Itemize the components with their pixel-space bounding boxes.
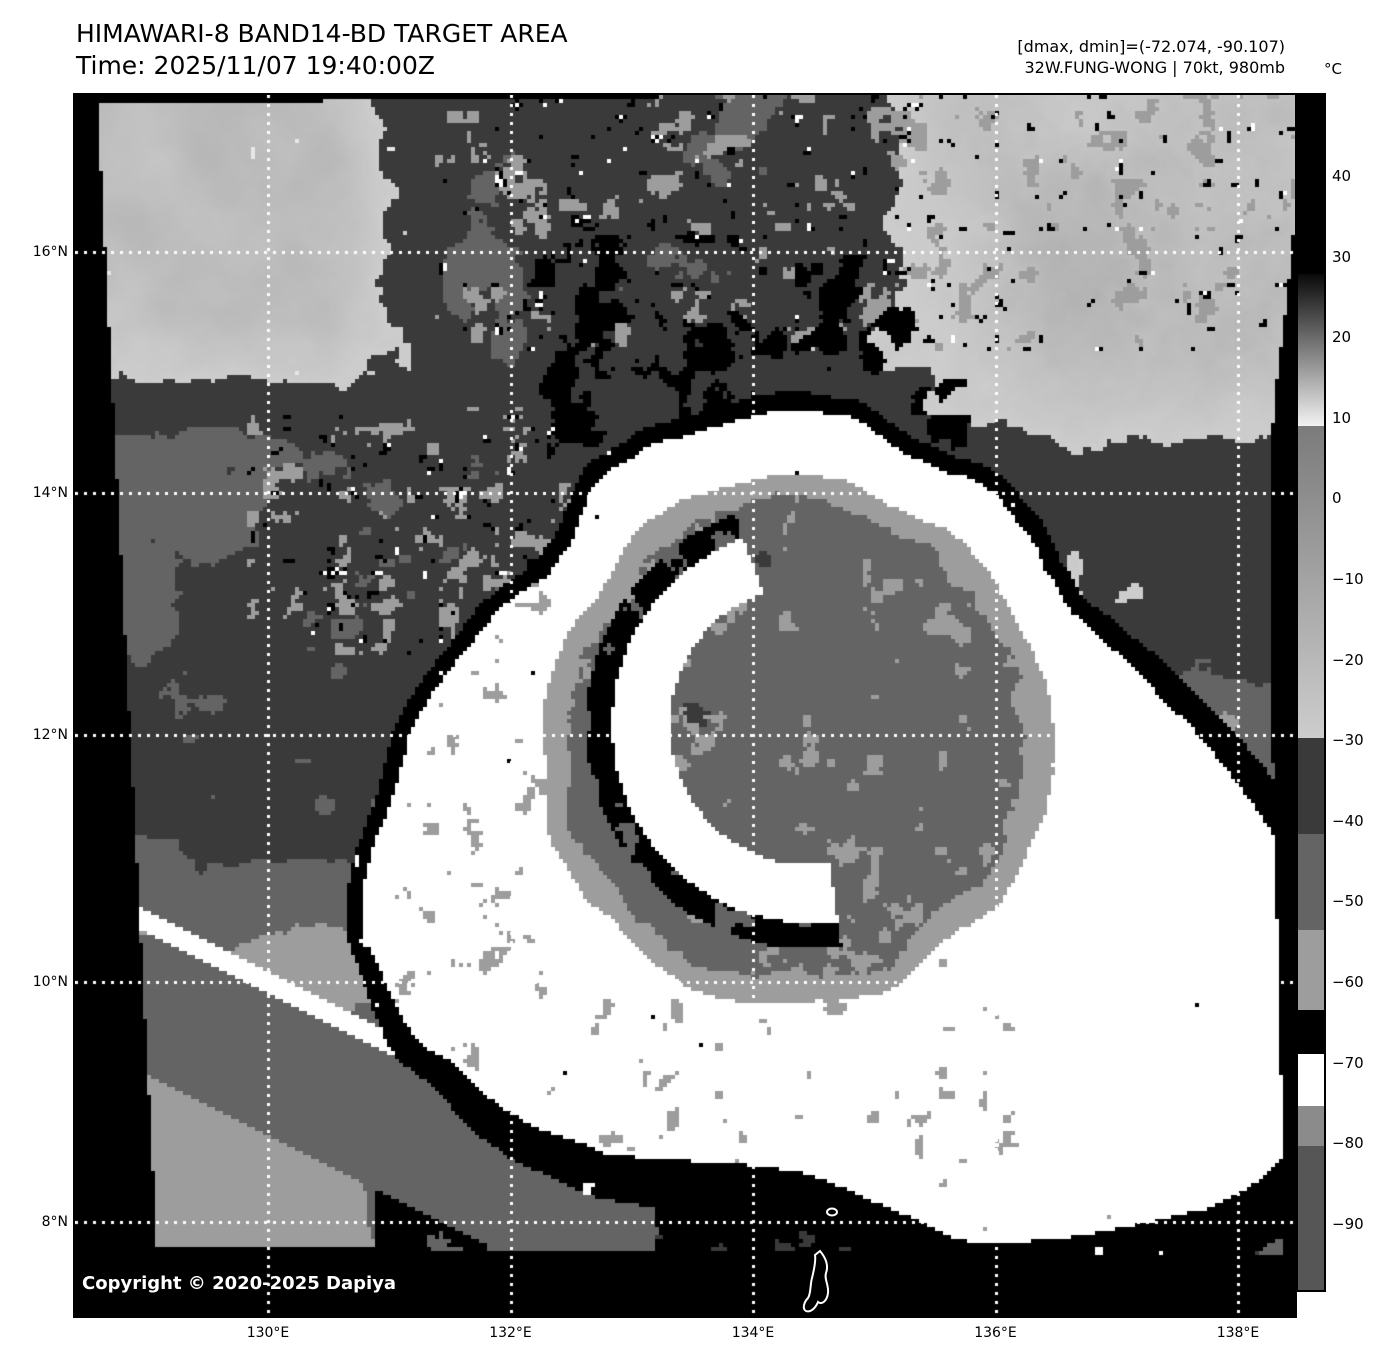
lon-tick-label: 130°E	[246, 1325, 290, 1341]
colorbar-tick-label: 10	[1332, 408, 1352, 427]
colorbar-tick-label: −70	[1332, 1053, 1364, 1072]
colorbar-tick-label: −40	[1332, 811, 1364, 830]
lat-tick-label: 14°N	[32, 485, 68, 501]
dmax-dmin-readout: [dmax, dmin]=(-72.074, -90.107)	[1017, 37, 1285, 56]
colorbar-tick-label: −60	[1332, 973, 1364, 991]
storm-info-readout: 32W.FUNG-WONG | 70kt, 980mb	[1024, 58, 1285, 77]
colorbar-tick-label: −80	[1332, 1134, 1364, 1153]
lon-tick-label: 138°E	[1216, 1325, 1260, 1341]
colorbar	[1296, 93, 1326, 1292]
colorbar-tick-label: 0	[1332, 489, 1342, 508]
colorbar-tick-label: 30	[1332, 247, 1352, 266]
product-time: Time: 2025/11/07 19:40:00Z	[76, 51, 435, 80]
lon-tick-label: 134°E	[731, 1325, 775, 1341]
lat-tick-label: 16°N	[32, 244, 68, 260]
lon-tick-label: 132°E	[489, 1325, 532, 1341]
copyright-watermark: Copyright © 2020-2025 Dapiya	[82, 1273, 397, 1294]
colorbar-tick-label: −30	[1332, 731, 1364, 750]
lon-tick-label: 136°E	[974, 1325, 1017, 1341]
colorbar-tick-label: −90	[1332, 1214, 1364, 1233]
colorbar-unit-label: °C	[1324, 60, 1342, 78]
colorbar-tick-label: 40	[1332, 167, 1352, 185]
colorbar-tick-label: 20	[1332, 328, 1352, 347]
colorbar-tick-label: −10	[1332, 570, 1364, 588]
colorbar-tick-label: −50	[1332, 892, 1364, 911]
satellite-map: Copyright © 2020-2025 Dapiya	[73, 93, 1297, 1318]
lat-tick-label: 8°N	[41, 1214, 68, 1230]
lat-tick-label: 12°N	[32, 727, 68, 743]
colorbar-tick-label: −20	[1332, 650, 1364, 669]
lat-tick-label: 10°N	[32, 974, 68, 990]
satellite-image-canvas	[75, 95, 1295, 1316]
product-title: HIMAWARI-8 BAND14-BD TARGET AREA	[76, 19, 568, 48]
